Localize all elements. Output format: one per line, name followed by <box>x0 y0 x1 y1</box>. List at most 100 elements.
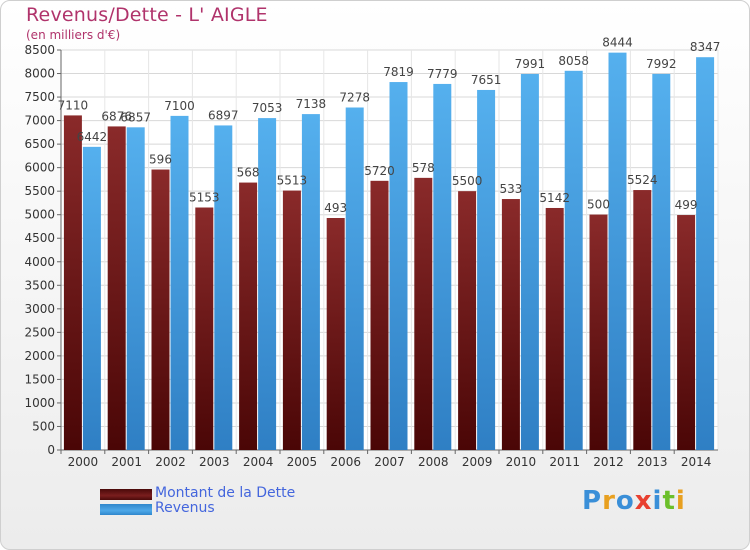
data-label-revenue: 6442 <box>77 130 108 144</box>
x-tick-label: 2011 <box>549 455 580 469</box>
bar-revenue <box>564 70 583 451</box>
data-label-debt: 500 <box>587 198 610 212</box>
data-label-debt: 499 <box>675 198 698 212</box>
x-tick-label: 2009 <box>462 455 493 469</box>
x-tick-label: 2006 <box>330 455 361 469</box>
y-tick-label: 500 <box>32 419 55 433</box>
data-label-debt: 533 <box>499 182 522 196</box>
chart-title: Revenus/Dette - L' AIGLE <box>26 4 268 26</box>
data-label-revenue: 7991 <box>515 57 546 71</box>
y-tick-label: 5000 <box>24 208 55 222</box>
x-tick-label: 2013 <box>637 455 668 469</box>
data-label-debt: 493 <box>324 201 347 215</box>
bar-debt <box>151 169 170 450</box>
proxiti-logo: Proxiti <box>582 486 686 516</box>
bar-debt <box>195 207 214 450</box>
data-label-revenue: 6857 <box>120 110 151 124</box>
bar-revenue <box>520 73 539 450</box>
bar-revenue <box>433 83 452 450</box>
y-tick-label: 7000 <box>24 114 55 128</box>
data-label-revenue: 7992 <box>646 57 677 71</box>
bar-debt <box>545 207 564 450</box>
y-tick-label: 2000 <box>24 349 55 363</box>
bar-debt <box>107 126 126 451</box>
bar-revenue <box>82 146 101 451</box>
x-tick-label: 2008 <box>418 455 449 469</box>
x-tick-label: 2004 <box>243 455 274 469</box>
legend-label-revenue: Revenus <box>155 500 215 516</box>
legend-swatch-debt <box>100 489 152 500</box>
data-label-revenue: 8444 <box>602 36 633 50</box>
bar-debt <box>501 199 520 450</box>
chart-subtitle: (en milliers d'€) <box>26 28 121 42</box>
bar-revenue <box>258 118 277 450</box>
y-tick-label: 6000 <box>24 161 55 175</box>
x-tick-label: 2001 <box>111 455 142 469</box>
data-label-revenue: 7053 <box>252 101 283 115</box>
data-label-debt: 5500 <box>452 174 483 188</box>
y-tick-label: 6500 <box>24 137 55 151</box>
bar-revenue <box>126 127 145 450</box>
y-tick-label: 1500 <box>24 372 55 386</box>
bar-debt <box>239 182 258 451</box>
data-label-revenue: 7278 <box>339 91 370 105</box>
bar-revenue <box>214 125 233 450</box>
data-label-debt: 568 <box>237 166 260 180</box>
data-label-debt: 5142 <box>539 191 570 205</box>
data-label-revenue: 8347 <box>690 40 721 54</box>
data-label-revenue: 8058 <box>558 54 589 68</box>
bar-debt <box>677 215 696 450</box>
bar-revenue <box>389 82 408 450</box>
data-label-revenue: 7651 <box>471 73 502 87</box>
bar-debt <box>633 190 652 450</box>
data-label-debt: 596 <box>149 153 172 167</box>
x-tick-label: 2007 <box>374 455 405 469</box>
y-tick-label: 4500 <box>24 231 55 245</box>
bar-debt <box>414 177 433 450</box>
x-tick-label: 2002 <box>155 455 186 469</box>
bar-debt <box>63 115 82 450</box>
y-tick-label: 2500 <box>24 325 55 339</box>
data-label-revenue: 7100 <box>164 99 195 113</box>
x-tick-label: 2005 <box>287 455 318 469</box>
data-label-revenue: 7779 <box>427 67 458 81</box>
bar-debt <box>370 180 389 450</box>
bar-debt <box>282 190 301 451</box>
y-tick-label: 3500 <box>24 278 55 292</box>
data-label-debt: 5513 <box>277 174 308 188</box>
bar-revenue <box>652 73 671 450</box>
legend-label-debt: Montant de la Dette <box>155 485 296 501</box>
y-tick-label: 4000 <box>24 255 55 269</box>
bar-debt <box>589 214 608 450</box>
data-label-debt: 5524 <box>627 173 658 187</box>
data-label-revenue: 7819 <box>383 65 414 79</box>
data-label-revenue: 6897 <box>208 108 239 122</box>
y-tick-label: 1000 <box>24 396 55 410</box>
data-label-debt: 5720 <box>364 164 395 178</box>
y-tick-label: 8500 <box>24 43 55 57</box>
y-tick-label: 7500 <box>24 90 55 104</box>
data-label-debt: 6876 <box>101 109 132 123</box>
bar-revenue <box>301 114 320 450</box>
x-tick-label: 2012 <box>593 455 624 469</box>
bar-revenue <box>345 107 364 450</box>
y-tick-label: 0 <box>47 443 55 457</box>
x-tick-label: 2003 <box>199 455 230 469</box>
y-tick-label: 3000 <box>24 302 55 316</box>
x-tick-label: 2014 <box>681 455 712 469</box>
x-tick-label: 2010 <box>506 455 537 469</box>
data-label-debt: 7110 <box>58 98 89 112</box>
y-tick-label: 8000 <box>24 67 55 81</box>
legend-swatch-revenue <box>100 504 152 515</box>
bar-debt <box>458 191 477 451</box>
data-label-debt: 5153 <box>189 191 220 205</box>
x-tick-label: 2000 <box>68 455 99 469</box>
bar-revenue <box>696 57 715 450</box>
data-label-debt: 578 <box>412 161 435 175</box>
bar-revenue <box>608 52 627 451</box>
data-label-revenue: 7138 <box>296 97 327 111</box>
bar-revenue <box>477 89 496 450</box>
y-tick-label: 5500 <box>24 184 55 198</box>
bar-debt <box>326 218 345 450</box>
